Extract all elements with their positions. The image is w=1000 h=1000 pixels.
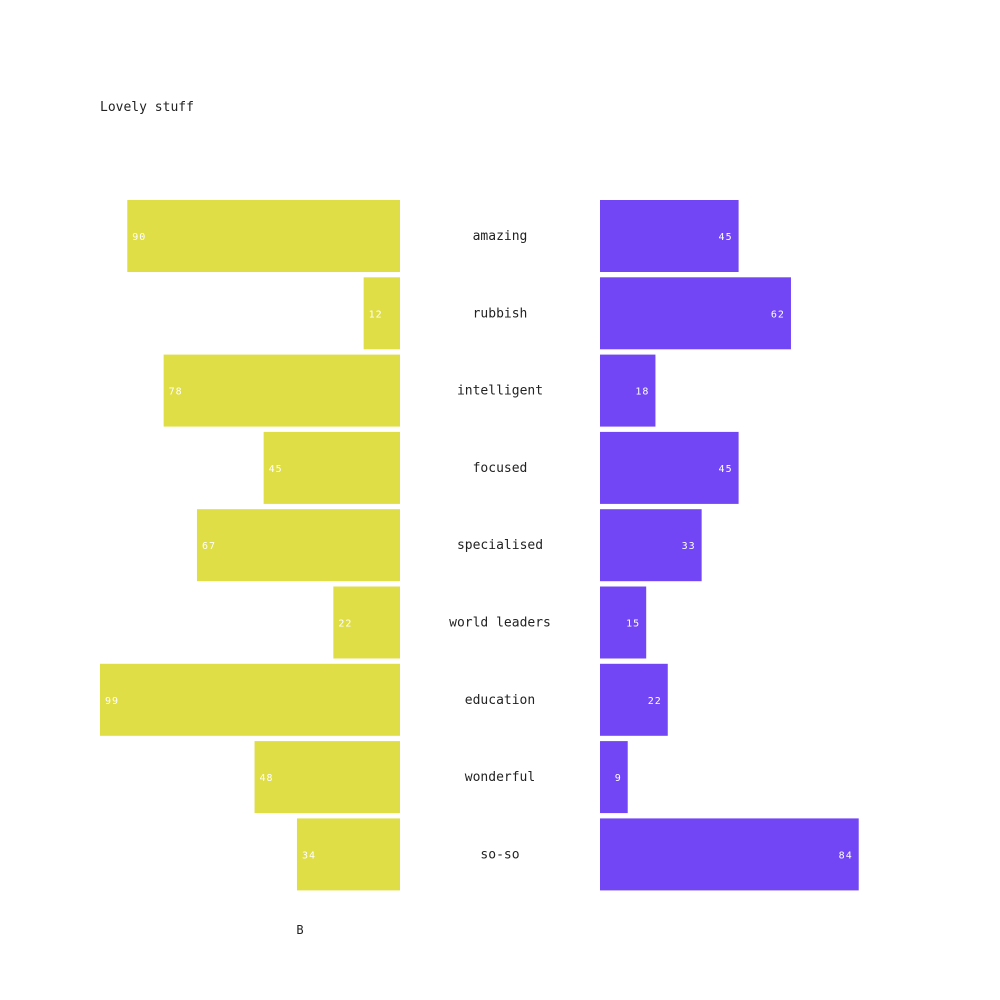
left-value-label: 22 xyxy=(338,619,352,630)
left-value-label: 12 xyxy=(369,309,383,320)
left-value-label: 45 xyxy=(269,464,283,475)
category-label: intelligent xyxy=(457,384,543,399)
left-value-label: 99 xyxy=(105,696,119,707)
left-bar-rubbish xyxy=(363,277,400,350)
left-value-label: 67 xyxy=(202,541,216,552)
right-value-label: 45 xyxy=(719,232,733,243)
left-bar-education xyxy=(100,663,400,736)
category-label: world leaders xyxy=(449,616,551,631)
right-value-label: 33 xyxy=(682,541,696,552)
right-bar-amazing xyxy=(600,200,739,272)
left-value-label: 90 xyxy=(132,232,146,243)
right-value-label: 18 xyxy=(635,387,649,398)
left-bar-amazing xyxy=(127,200,400,272)
chart-title: Lovely stuff xyxy=(100,100,194,115)
category-label: rubbish xyxy=(473,306,528,321)
left-value-label: 48 xyxy=(260,773,274,784)
left-bar-wonderful xyxy=(254,741,400,814)
left-value-label: 34 xyxy=(302,850,316,861)
category-labels: amazing rubbish intelligent focused speciali… xyxy=(449,229,551,862)
right-bar-specialised xyxy=(600,509,702,582)
right-value-label: 62 xyxy=(771,309,785,320)
category-label: wonderful xyxy=(465,770,535,785)
left-bar-so-so xyxy=(296,818,400,891)
right-bar-rubbish xyxy=(600,277,791,350)
category-label: education xyxy=(465,693,535,708)
right-value-label: 84 xyxy=(839,850,853,861)
right-bar-wonderful xyxy=(600,741,628,814)
category-label: amazing xyxy=(473,229,528,244)
right-bar-education xyxy=(600,663,668,736)
x-axis-label: B xyxy=(296,923,303,937)
left-bar-intelligent xyxy=(163,354,400,427)
left-bar-focused xyxy=(263,431,400,504)
category-label: specialised xyxy=(457,538,543,553)
right-value-label: 15 xyxy=(626,619,640,630)
right-bar-so-so xyxy=(600,818,859,891)
right-value-label: 45 xyxy=(719,464,733,475)
left-bar-specialised xyxy=(196,509,400,582)
right-series-bars: 45 62 18 45 33 15 22 9 84 xyxy=(600,200,859,891)
right-bar-focused xyxy=(600,431,739,504)
category-label: so-so xyxy=(480,847,519,862)
category-label: focused xyxy=(473,461,528,476)
right-bar-intelligent xyxy=(600,354,656,427)
left-series-bars: 90 12 78 45 67 22 99 48 34 xyxy=(100,200,400,891)
left-bar-world-leaders xyxy=(333,586,400,659)
right-value-label: 9 xyxy=(615,773,622,784)
right-value-label: 22 xyxy=(648,696,662,707)
right-bar-world-leaders xyxy=(600,586,647,659)
left-value-label: 78 xyxy=(169,387,183,398)
